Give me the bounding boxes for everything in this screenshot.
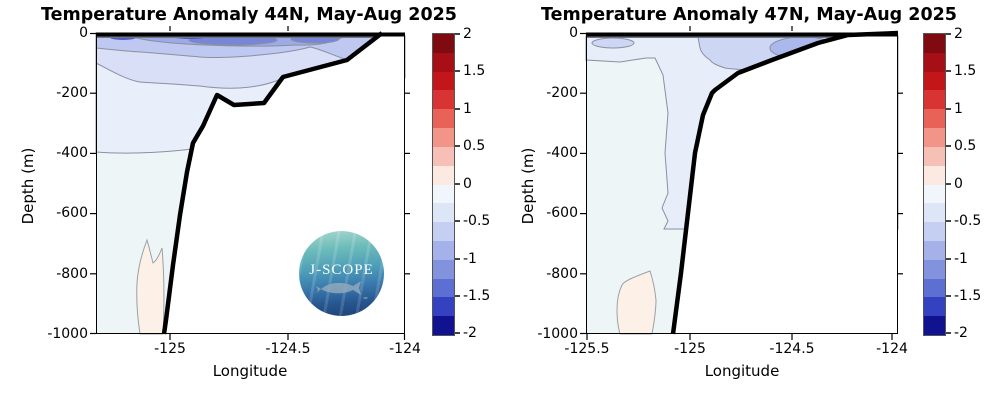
colorbar-cell bbox=[924, 71, 945, 91]
surface-oval-m050 bbox=[591, 37, 635, 49]
ytick-label: -1000 bbox=[537, 326, 578, 342]
seafloor-mask bbox=[673, 33, 898, 334]
xtick-label: -125 bbox=[154, 341, 186, 357]
ytick-label: -200 bbox=[546, 85, 578, 101]
colorbar-cell bbox=[433, 203, 454, 223]
colorbar-cell bbox=[433, 222, 454, 241]
panel-47n-plot-area bbox=[580, 26, 903, 340]
colorbar-cell bbox=[433, 184, 454, 204]
ytick-label: -1000 bbox=[47, 326, 88, 342]
colorbar-cell bbox=[433, 90, 454, 110]
panel-44n-xlabel: Longitude bbox=[212, 362, 288, 380]
bathymetry-line bbox=[161, 31, 384, 335]
colorbar-cell bbox=[924, 109, 945, 129]
colorbar-cell bbox=[924, 203, 945, 223]
ytick-label: 0 bbox=[569, 25, 578, 41]
colorbar-cell bbox=[433, 71, 454, 91]
panel-44n-title: Temperature Anomaly 44N, May-Aug 2025 bbox=[41, 5, 457, 25]
bathymetry-line bbox=[670, 30, 899, 335]
panel-47n-title: Temperature Anomaly 47N, May-Aug 2025 bbox=[541, 5, 957, 25]
warm-anomaly-patch bbox=[136, 238, 165, 335]
ytick-label: -800 bbox=[546, 266, 578, 282]
colorbar-cell bbox=[924, 184, 945, 204]
colorbar-cell bbox=[433, 146, 454, 166]
ytick-label: 0 bbox=[79, 25, 88, 41]
colorbar-cell bbox=[924, 240, 945, 260]
axis-ticks bbox=[90, 26, 410, 340]
panel-47n-xlabel: Longitude bbox=[704, 362, 780, 380]
colorbar-cell bbox=[924, 222, 945, 241]
colorbar-cell bbox=[924, 316, 945, 335]
colorbar-cell bbox=[924, 128, 945, 147]
xtick-label: -124.5 bbox=[769, 341, 815, 357]
colorbar-cell bbox=[924, 259, 945, 279]
xtick-label: -124 bbox=[389, 341, 421, 357]
warm-anomaly-patch bbox=[616, 270, 657, 335]
colorbar-cell bbox=[924, 52, 945, 72]
colorbar-cell bbox=[924, 90, 945, 110]
panel-44n-ylabel: Depth (m) bbox=[19, 147, 37, 225]
colorbar-cell bbox=[924, 34, 945, 53]
fish-icon bbox=[316, 281, 368, 300]
axes-box bbox=[96, 33, 405, 334]
xtick-label: -125 bbox=[674, 341, 706, 357]
colorbar-cell bbox=[433, 316, 454, 335]
axis-ticks bbox=[580, 26, 903, 340]
ytick-label: -600 bbox=[56, 205, 88, 221]
colorbar-cell bbox=[433, 128, 454, 147]
colorbar-44n bbox=[432, 33, 455, 336]
ytick-label: -800 bbox=[56, 266, 88, 282]
axes-box bbox=[586, 33, 898, 334]
colorbar-cell bbox=[433, 109, 454, 129]
xtick-label: -124 bbox=[876, 341, 908, 357]
colorbar-cell bbox=[924, 165, 945, 185]
colorbar-cell bbox=[433, 297, 454, 317]
ytick-label: -400 bbox=[56, 145, 88, 161]
contour-section-47n bbox=[580, 26, 903, 340]
colorbar-cell bbox=[433, 240, 454, 260]
ytick-label: -200 bbox=[56, 85, 88, 101]
colorbar-cell bbox=[433, 34, 454, 53]
xtick-label: -124.5 bbox=[265, 341, 311, 357]
colorbar-cell bbox=[433, 52, 454, 72]
colorbar-47n bbox=[923, 33, 946, 336]
logo-text: J-SCOPE bbox=[309, 262, 374, 278]
colorbar-cell bbox=[433, 259, 454, 279]
xtick-label: -125.5 bbox=[564, 341, 610, 357]
ytick-label: -600 bbox=[546, 205, 578, 221]
colorbar-cell bbox=[924, 146, 945, 166]
colorbar-cell bbox=[433, 278, 454, 298]
logo-light-rays bbox=[299, 231, 384, 316]
colorbar-cell bbox=[924, 278, 945, 298]
jscope-logo: J-SCOPE bbox=[299, 231, 384, 316]
colorbar-cell bbox=[433, 165, 454, 185]
ytick-label: -400 bbox=[546, 145, 578, 161]
colorbar-cell bbox=[924, 297, 945, 317]
